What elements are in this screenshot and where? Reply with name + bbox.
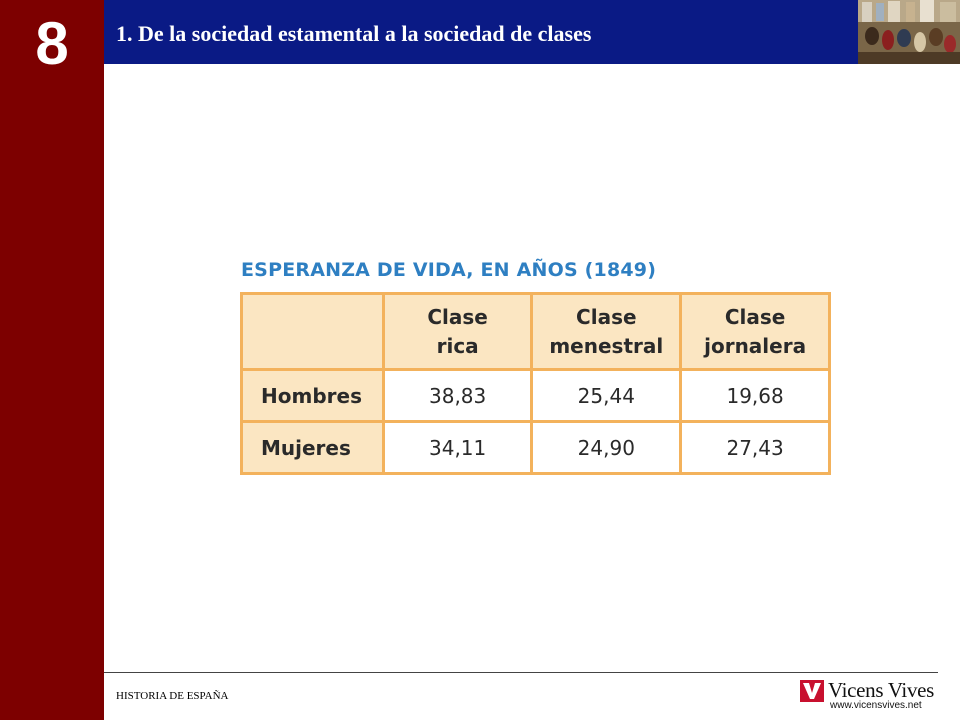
table-cell: 25,44: [530, 368, 683, 423]
table-cell: 19,68: [679, 368, 831, 423]
table-header-row: Clase rica Clase menestral Clase jornale…: [240, 292, 831, 371]
column-header-clase-menestral: Clase menestral: [530, 292, 683, 371]
column-header-clase-jornalera: Clase jornalera: [679, 292, 831, 371]
table-row-hombres: Hombres 38,83 25,44 19,68: [240, 368, 831, 423]
column-header-line: Clase: [576, 304, 637, 329]
historical-painting-icon: [858, 0, 960, 64]
vicens-vives-logo-icon: [800, 680, 824, 702]
table-title: ESPERANZA DE VIDA, EN AÑOS (1849): [241, 259, 657, 281]
row-label-mujeres: Mujeres: [240, 420, 385, 475]
table-corner-cell: [240, 292, 385, 371]
brand-url[interactable]: www.vicensvives.net: [830, 700, 922, 711]
footer-divider: [104, 672, 938, 673]
slide-title: 1. De la sociedad estamental a la socied…: [116, 21, 592, 46]
table-cell: 27,43: [679, 420, 831, 475]
column-header-line: menestral: [549, 333, 664, 358]
header-painting-image: [858, 0, 960, 64]
header-bar: 1. De la sociedad estamental a la socied…: [104, 0, 858, 64]
life-expectancy-table: Clase rica Clase menestral Clase jornale…: [240, 292, 831, 475]
column-header-line: jornalera: [704, 333, 807, 358]
vicens-vives-logo[interactable]: Vicens Vives www.vicensvives.net: [800, 678, 940, 714]
table-cell: 34,11: [381, 420, 534, 475]
chapter-band: 8: [0, 0, 104, 720]
table-cell: 24,90: [530, 420, 683, 475]
footer-subject: HISTORIA DE ESPAÑA: [116, 690, 229, 702]
column-header-line: rica: [436, 333, 479, 358]
column-header-line: Clase: [427, 304, 488, 329]
brand-name: Vicens Vives: [828, 678, 935, 702]
table-cell: 38,83: [381, 368, 534, 423]
column-header-line: Clase: [724, 304, 786, 329]
row-label-hombres: Hombres: [240, 368, 385, 423]
chapter-number: 8: [35, 10, 69, 77]
table-row-mujeres: Mujeres 34,11 24,90 27,43: [240, 420, 831, 475]
column-header-clase-rica: Clase rica: [381, 292, 534, 371]
